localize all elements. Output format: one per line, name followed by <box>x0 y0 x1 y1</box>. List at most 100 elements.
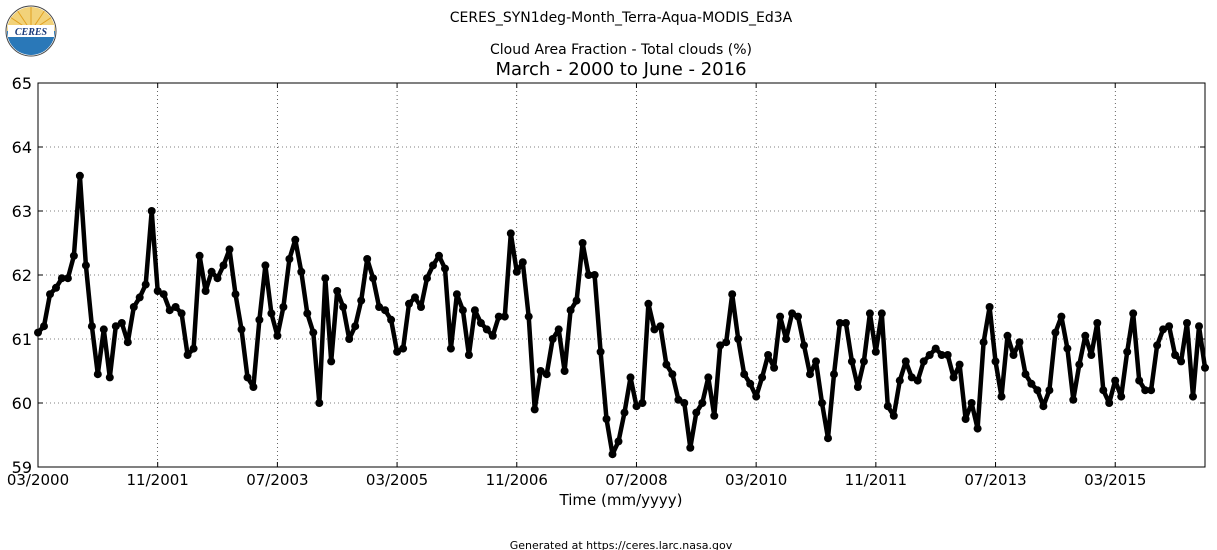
data-point <box>351 322 360 331</box>
data-point <box>482 325 491 334</box>
x-axis-label: Time (mm/yyyy) <box>559 491 683 509</box>
data-point <box>991 357 1000 366</box>
data-point <box>165 306 174 315</box>
data-point <box>590 271 599 279</box>
data-point <box>273 331 282 340</box>
data-point <box>339 303 348 311</box>
y-tick-label: 62 <box>12 266 32 285</box>
data-point <box>530 405 539 414</box>
data-point <box>1063 344 1072 353</box>
data-point <box>171 303 180 311</box>
data-point <box>1171 351 1180 359</box>
data-point <box>52 283 60 292</box>
data-point <box>1075 360 1084 369</box>
data-point <box>1183 319 1191 327</box>
data-point <box>985 303 994 311</box>
data-point <box>614 437 623 446</box>
ceres-logo: CERES <box>5 5 57 57</box>
data-point <box>937 351 946 359</box>
data-point <box>1093 319 1102 327</box>
data-point <box>704 373 713 382</box>
data-point <box>105 373 114 382</box>
data-point <box>824 434 832 443</box>
data-point <box>231 290 240 299</box>
data-point <box>243 373 252 382</box>
data-point <box>913 376 922 385</box>
data-point <box>1165 322 1174 331</box>
data-point <box>135 293 144 302</box>
x-tick-label: 03/2015 <box>1084 471 1146 489</box>
data-point <box>608 450 617 459</box>
data-point <box>752 392 761 401</box>
data-point <box>225 245 234 254</box>
plot-area <box>34 171 1209 459</box>
data-point <box>512 267 521 276</box>
data-point <box>159 290 168 299</box>
data-point <box>129 303 138 311</box>
data-point <box>674 395 683 404</box>
data-point <box>1117 392 1126 401</box>
data-point <box>644 299 653 308</box>
data-point <box>417 303 425 311</box>
data-point <box>650 325 659 334</box>
data-point <box>464 351 473 359</box>
data-point <box>399 344 408 353</box>
data-point <box>57 274 66 283</box>
y-tick-label: 59 <box>12 458 32 477</box>
data-point <box>441 264 449 273</box>
data-point <box>1159 325 1168 334</box>
data-point <box>638 399 647 407</box>
data-point <box>889 411 898 420</box>
data-point <box>195 251 204 260</box>
data-point <box>213 274 222 283</box>
data-point <box>949 373 958 382</box>
data-point <box>147 207 156 215</box>
data-point <box>321 274 330 283</box>
data-point <box>470 306 479 315</box>
data-point <box>542 370 551 379</box>
chart-title: CERES_SYN1deg-Month_Terra-Aqua-MODIS_Ed3… <box>450 10 793 26</box>
data-point <box>788 309 797 318</box>
x-tick-label: 03/2005 <box>366 471 428 489</box>
data-point <box>333 287 342 295</box>
data-point <box>476 319 485 327</box>
data-point <box>357 296 366 305</box>
data-point <box>1189 392 1197 401</box>
x-axis: 03/2000 11/2001 07/2003 03/2005 11/2006 07/20… <box>7 83 1146 489</box>
data-point <box>943 351 952 359</box>
data-point <box>830 370 838 379</box>
data-point <box>800 341 808 350</box>
data-point <box>734 335 743 343</box>
data-point <box>1057 312 1066 321</box>
data-point <box>345 335 354 343</box>
data-point <box>219 261 228 270</box>
data-point <box>1147 386 1156 395</box>
data-point <box>423 274 431 283</box>
data-point <box>375 303 384 311</box>
data-point <box>883 402 892 411</box>
data-point <box>1111 376 1120 385</box>
data-point <box>806 370 814 379</box>
data-point <box>626 373 635 382</box>
data-point <box>865 309 874 318</box>
data-point <box>961 415 970 423</box>
data-point <box>997 392 1006 401</box>
data-point <box>518 258 527 267</box>
data-point <box>494 312 503 321</box>
data-point <box>1069 395 1078 404</box>
data-point <box>662 360 671 369</box>
data-point <box>1027 379 1036 388</box>
data-point <box>746 379 755 388</box>
data-point <box>554 325 563 334</box>
data-point <box>99 325 108 334</box>
data-point <box>411 293 419 302</box>
data-point <box>75 171 84 180</box>
data-point <box>620 408 629 417</box>
x-tick-label: 03/2000 <box>7 471 69 489</box>
data-point <box>117 319 126 327</box>
data-point <box>901 357 910 366</box>
data-point <box>46 290 54 299</box>
data-point <box>387 315 396 324</box>
x-tick-label: 11/2006 <box>486 471 548 489</box>
data-point <box>249 383 258 391</box>
